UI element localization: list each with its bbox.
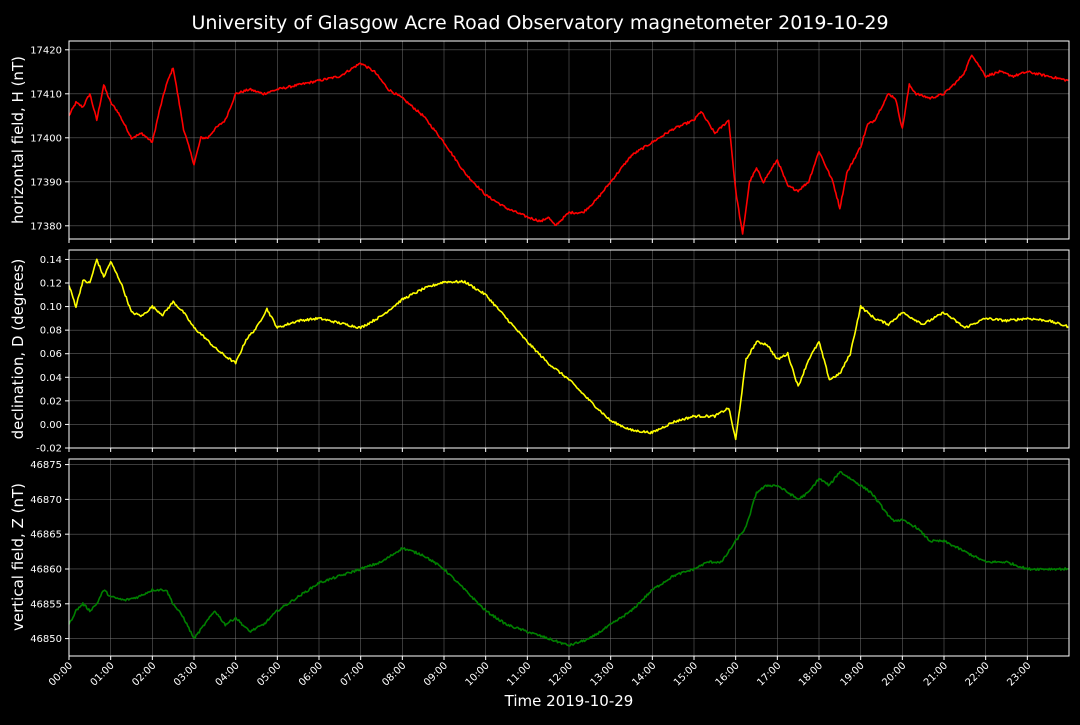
panel-horizontal-field: 17380 17390 17400 17410 17420 horizontal fie… bbox=[9, 40, 1070, 243]
x-tick-label: 08:00 bbox=[380, 660, 408, 688]
yticks-z: 46850 46855 46860 46865 46870 46875 bbox=[30, 460, 69, 645]
ylabel-z: vertical field, Z (nT) bbox=[9, 483, 27, 631]
panel-declination: -0.02 0.00 0.02 0.04 0.06 0.08 0.10 0.12 0.14 de… bbox=[9, 249, 1070, 455]
yticks-d: -0.02 0.00 0.02 0.04 0.06 0.08 0.10 0.12 0.14 bbox=[36, 255, 69, 455]
grid-h bbox=[68, 41, 1069, 239]
x-tick-label: 14:00 bbox=[630, 660, 658, 688]
x-tick-label: 07:00 bbox=[339, 660, 367, 688]
x-tick-label: 22:00 bbox=[964, 660, 992, 688]
panel-vertical-field: 46850 46855 46860 46865 46870 46875 vertical … bbox=[9, 458, 1070, 689]
ylabel-h: horizontal field, H (nT) bbox=[9, 56, 27, 224]
x-tick-label: 12:00 bbox=[547, 660, 575, 688]
y-tick-label: 0.10 bbox=[40, 302, 62, 313]
yticks-h: 17380 17390 17400 17410 17420 bbox=[30, 45, 69, 232]
y-tick-label: 0.00 bbox=[40, 420, 62, 431]
x-tick-label: 23:00 bbox=[1005, 660, 1033, 688]
y-tick-label: 0.08 bbox=[40, 326, 62, 337]
y-tick-label: 0.04 bbox=[40, 373, 62, 384]
x-tick-label: 09:00 bbox=[422, 660, 450, 688]
y-tick-label: 0.06 bbox=[40, 349, 62, 360]
x-tick-label: 06:00 bbox=[297, 660, 325, 688]
x-tick-label: 04:00 bbox=[214, 660, 242, 688]
series-line-z bbox=[68, 470, 1069, 647]
x-tick-label: 13:00 bbox=[589, 660, 617, 688]
x-tick-label: 01:00 bbox=[89, 660, 117, 688]
x-tick-label: 03:00 bbox=[172, 660, 200, 688]
y-tick-label: 46850 bbox=[30, 634, 62, 645]
x-tick-label: 18:00 bbox=[797, 660, 825, 688]
y-tick-label: 17390 bbox=[30, 177, 62, 188]
plot-line-h bbox=[68, 54, 1069, 235]
y-tick-label: 17400 bbox=[30, 133, 62, 144]
y-tick-label: 46875 bbox=[30, 460, 62, 471]
x-tick-label: 15:00 bbox=[672, 660, 700, 688]
x-tick-label: 21:00 bbox=[922, 660, 950, 688]
plot-line-z bbox=[68, 470, 1069, 647]
y-tick-label: 17410 bbox=[30, 89, 62, 100]
y-tick-label: 0.02 bbox=[40, 396, 62, 407]
series-line-d bbox=[68, 258, 1069, 441]
y-tick-label: 46870 bbox=[30, 495, 62, 506]
y-tick-label: 46865 bbox=[30, 530, 62, 541]
plot-line-d bbox=[68, 258, 1069, 441]
xticks: 00:00 01:00 02:00 03:00 04:00 05:00 06:00 07:00… bbox=[47, 660, 1033, 688]
x-tick-label: 20:00 bbox=[880, 660, 908, 688]
x-tick-label: 02:00 bbox=[130, 660, 158, 688]
y-tick-label: 46860 bbox=[30, 564, 62, 575]
y-tick-label: 0.14 bbox=[40, 255, 62, 266]
x-axis-label: Time 2019-10-29 bbox=[504, 692, 634, 710]
x-tick-label: 00:00 bbox=[47, 660, 75, 688]
chart-title: University of Glasgow Acre Road Observat… bbox=[191, 12, 888, 34]
ylabel-d: declination, D (degrees) bbox=[9, 259, 27, 440]
series-line-h bbox=[68, 54, 1069, 235]
x-tick-label: 11:00 bbox=[505, 660, 533, 688]
y-tick-label: 17380 bbox=[30, 221, 62, 232]
x-tick-label: 05:00 bbox=[255, 660, 283, 688]
x-tick-label: 17:00 bbox=[755, 660, 783, 688]
y-tick-label: 46855 bbox=[30, 599, 62, 610]
x-tick-label: 16:00 bbox=[714, 660, 742, 688]
grid-d bbox=[68, 250, 1069, 449]
y-tick-label: 0.12 bbox=[40, 279, 62, 290]
y-tick-label: -0.02 bbox=[36, 444, 62, 455]
y-tick-label: 17420 bbox=[30, 45, 62, 56]
x-tick-label: 10:00 bbox=[464, 660, 492, 688]
grid-z bbox=[68, 459, 1069, 656]
x-tick-label: 19:00 bbox=[839, 660, 867, 688]
